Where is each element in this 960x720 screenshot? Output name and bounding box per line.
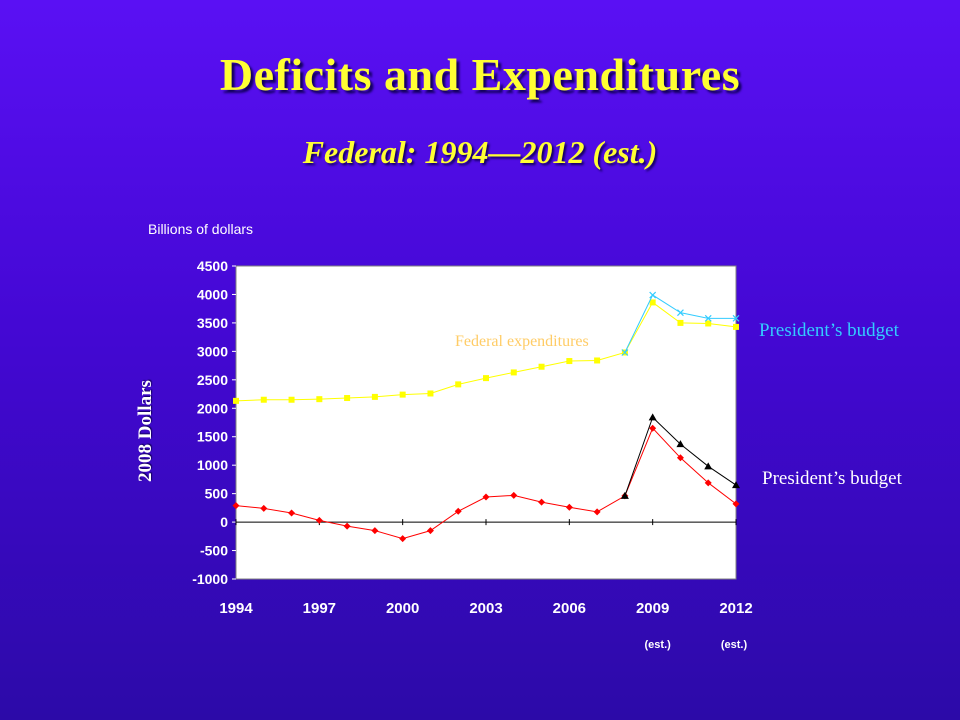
data-point-square: [233, 397, 239, 404]
presidents-budget-deficits-label: President’s budget: [762, 468, 902, 489]
presidents-budget-expenditures-label: President’s budget: [759, 320, 899, 341]
data-point-square: [399, 391, 406, 398]
x-tick-label: 1994: [219, 600, 253, 617]
data-point-diamond: [371, 527, 379, 535]
data-point-x: [704, 314, 712, 322]
annotation-deficits: Federal deficits: [483, 473, 582, 490]
data-point-diamond: [676, 454, 684, 462]
data-point-diamond: [704, 479, 712, 487]
data-point-triangle: [732, 481, 740, 489]
data-point-diamond: [649, 424, 657, 432]
x-tick-note: (est.): [645, 639, 672, 651]
data-point-diamond: [426, 527, 434, 535]
x-tick-label: 2009: [636, 600, 669, 617]
y-tick-label: -500: [200, 543, 228, 559]
data-point-triangle: [676, 440, 685, 448]
data-point-square: [288, 396, 295, 403]
data-point-square: [371, 393, 378, 400]
y-tick-label: 4500: [197, 258, 228, 274]
data-point-diamond: [482, 493, 490, 501]
data-point-square: [538, 363, 545, 370]
data-point-square: [677, 319, 684, 326]
data-point-square: [344, 395, 351, 402]
y-tick-label: 500: [205, 486, 229, 502]
axes: -1000 -500 0 500 1000 1500 2000 2500 3000 3500 400…: [192, 258, 753, 651]
data-point-diamond: [565, 503, 573, 511]
slide-subtitle: Federal: 1994—2012 (est.): [302, 134, 658, 170]
data-point-diamond: [232, 502, 240, 510]
data-point-square: [427, 390, 434, 397]
data-point-square: [705, 320, 712, 327]
data-point-triangle: [648, 413, 657, 421]
x-tick-label: 2006: [553, 600, 586, 617]
y-tick-label: 3000: [197, 343, 228, 359]
data-point-triangle: [620, 491, 629, 499]
x-tick-label: 2003: [469, 600, 502, 617]
units-note: Billions of dollars: [148, 221, 254, 237]
data-point-x: [649, 291, 657, 299]
data-point-diamond: [315, 516, 323, 524]
data-point-triangle: [704, 462, 713, 470]
y-tick-label: 3500: [197, 315, 228, 331]
y-tick-label: 2500: [197, 372, 228, 388]
data-point-diamond: [399, 535, 407, 543]
data-point-square: [594, 357, 601, 364]
data-point-diamond: [288, 509, 296, 517]
x-tick-label: 2000: [386, 600, 419, 617]
data-point-square: [510, 369, 517, 376]
data-point-diamond: [510, 491, 518, 499]
x-tick-label: 1997: [303, 600, 336, 617]
annotation-expenditures: Federal expenditures: [455, 333, 589, 350]
data-point-square: [733, 323, 739, 330]
data-point-square: [483, 375, 489, 382]
data-point-square: [260, 396, 267, 403]
y-tick-label: 1000: [197, 457, 228, 473]
data-point-diamond: [593, 508, 601, 516]
data-point-x: [677, 309, 684, 317]
y-tick-label: 0: [220, 514, 228, 530]
data-point-diamond: [538, 498, 546, 506]
data-point-x: [621, 349, 629, 356]
data-point-diamond: [732, 500, 740, 508]
data-point-diamond: [260, 504, 268, 512]
x-tick-label: 2012: [719, 600, 752, 617]
y-tick-label: 1500: [197, 429, 228, 445]
data-point-diamond: [454, 507, 462, 515]
y-tick-label: -1000: [192, 571, 228, 587]
data-point-square: [455, 381, 462, 388]
x-tick-note: (est.): [721, 639, 748, 651]
y-tick-label: 2000: [197, 400, 228, 416]
slide-title: Deficits and Expenditures: [219, 49, 741, 100]
data-point-square: [316, 396, 323, 403]
y-tick-label: 4000: [197, 286, 228, 302]
series-layer: [232, 291, 740, 543]
data-point-square: [566, 358, 573, 365]
data-point-x: [732, 314, 740, 322]
plot-area: [235, 265, 737, 580]
data-point-diamond: [343, 522, 351, 530]
data-point-square: [649, 299, 656, 306]
